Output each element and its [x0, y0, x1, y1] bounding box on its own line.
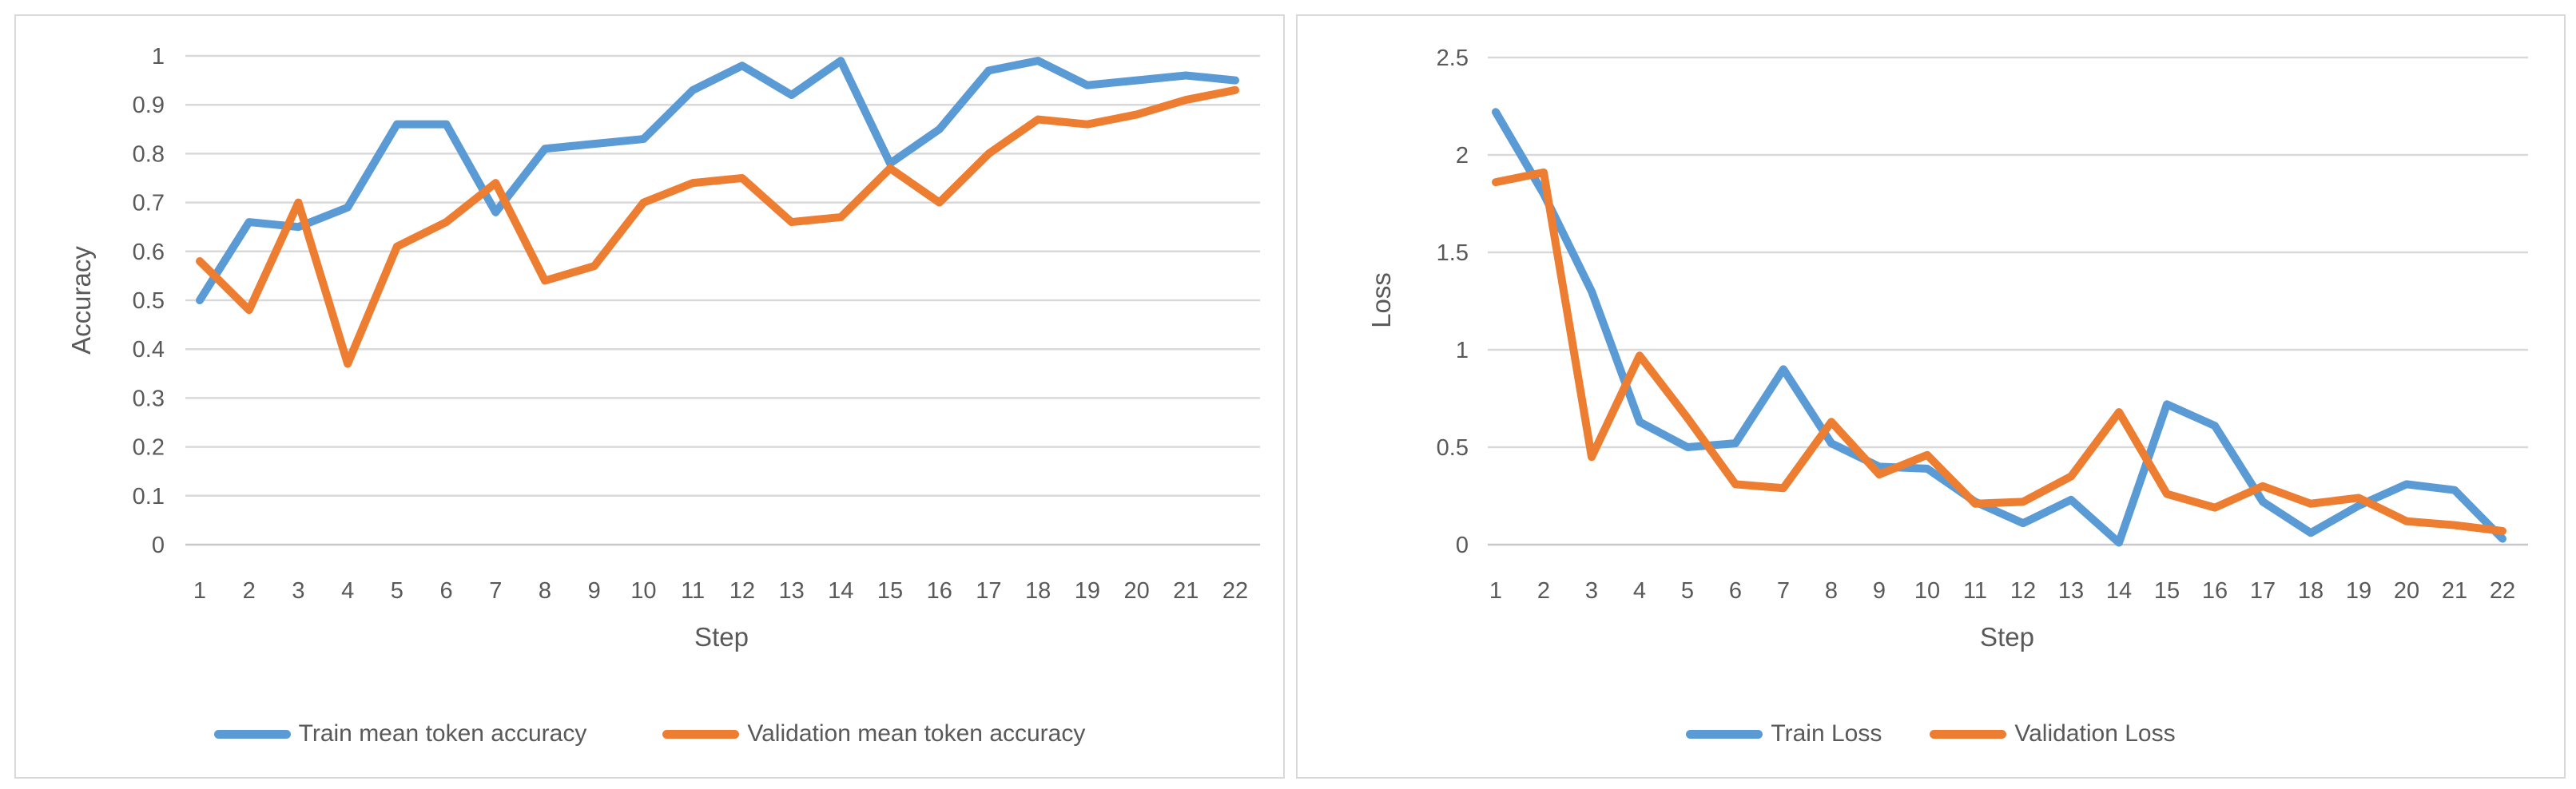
x-tick-label: 18	[1025, 578, 1051, 604]
x-tick-label: 20	[2394, 578, 2419, 604]
x-tick-label: 18	[2298, 578, 2324, 604]
x-tick-label: 20	[1123, 578, 1149, 604]
train-mean-token-accuracy-line	[196, 57, 1239, 304]
x-tick-label: 19	[2346, 578, 2371, 604]
y-tick-label: 0.3	[133, 386, 165, 411]
loss-plot-area: 00.511.522.51 2 3 4 5 6 7 8 9 10 11 12 13 14 15 16 17 18 1…	[1437, 46, 2528, 604]
x-tick-label: 10	[1914, 578, 1940, 604]
x-tick-label: 8	[1825, 578, 1838, 604]
train-loss-legend-label: Train Loss	[1771, 720, 1882, 747]
loss-chart-panel: 0 0.5 1 1.5 2 2.5 1 2 3 4 5 6 7 8 9 10 11 12 13 14 15 16 17 18 1…	[1296, 14, 2566, 779]
loss-y-axis-title: Loss	[1366, 272, 1396, 328]
x-tick-label: 5	[391, 578, 403, 604]
x-tick-label: 3	[292, 578, 304, 604]
x-tick-label: 13	[2058, 578, 2084, 604]
x-tick-label: 12	[2010, 578, 2036, 604]
y-tick-label: 0.2	[133, 435, 165, 461]
y-tick-label: 1.5	[1437, 240, 1469, 266]
x-tick-label: 15	[877, 578, 903, 604]
validation-mean-token-accuracy-line	[196, 85, 1239, 368]
x-tick-label: 22	[1222, 578, 1248, 604]
x-tick-label: 22	[2490, 578, 2515, 604]
validation-loss-line	[1492, 168, 2506, 535]
x-tick-label: 17	[976, 578, 1001, 604]
x-tick-label: 7	[489, 578, 502, 604]
accuracy-legend: Train mean token accuracy Validation mea…	[16, 720, 1283, 747]
x-tick-label: 16	[2202, 578, 2228, 604]
y-tick-label: 0.6	[133, 240, 165, 265]
x-tick-label: 8	[539, 578, 551, 604]
y-tick-label: 0.5	[1437, 435, 1469, 461]
accuracy-y-axis-title: Accuracy	[66, 246, 96, 355]
y-tick-label: 0.4	[133, 337, 165, 363]
train-loss-line	[1492, 108, 2506, 547]
x-tick-label: 7	[1777, 578, 1790, 604]
x-tick-label: 1	[193, 578, 206, 604]
x-tick-label: 9	[588, 578, 601, 604]
train-loss-legend-swatch	[1686, 729, 1763, 739]
legend-item-train-accuracy: Train mean token accuracy	[213, 720, 587, 747]
x-tick-label: 16	[927, 578, 952, 604]
legend-item-train-loss: Train Loss	[1686, 720, 1882, 747]
accuracy-plot-area: 00.10.20.30.40.50.60.70.80.911 2 3 4 5 6 7 8 9 10…	[133, 44, 1260, 604]
accuracy-chart-panel: 0 0.1 0.2 0.3 0.4 0.5 0.6 0.7 0.8 0.9 1 1 2 3 4 5 6 7 8 9 10…	[14, 14, 1285, 779]
y-tick-label: 1	[1456, 338, 1469, 363]
y-tick-label: 0	[1456, 533, 1469, 558]
loss-legend: Train Loss Validation Loss	[1298, 720, 2564, 747]
x-tick-label: 21	[1173, 578, 1199, 604]
x-tick-label: 11	[681, 578, 705, 604]
validation-accuracy-legend-swatch	[662, 729, 740, 739]
y-tick-label: 2	[1456, 143, 1469, 169]
y-tick-label: 0	[152, 533, 165, 558]
y-tick-label: 1	[152, 44, 165, 69]
loss-x-axis-title: Step	[1980, 622, 2034, 652]
x-tick-label: 10	[630, 578, 656, 604]
x-tick-label: 21	[2442, 578, 2467, 604]
validation-loss-legend-swatch	[1930, 729, 2007, 739]
x-tick-label: 3	[1585, 578, 1598, 604]
validation-loss-legend-label: Validation Loss	[2014, 720, 2176, 747]
x-tick-label: 2	[243, 578, 256, 604]
x-tick-label: 13	[778, 578, 804, 604]
x-tick-label: 2	[1537, 578, 1550, 604]
validation-accuracy-legend-label: Validation mean token accuracy	[747, 720, 1086, 747]
y-tick-label: 2.5	[1437, 46, 1469, 71]
x-tick-label: 5	[1681, 578, 1694, 604]
accuracy-x-axis-title: Step	[694, 622, 749, 652]
y-tick-label: 0.5	[133, 288, 165, 314]
x-tick-label: 1	[1489, 578, 1502, 604]
y-tick-label: 0.1	[133, 484, 165, 509]
legend-item-validation-accuracy: Validation mean token accuracy	[662, 720, 1085, 747]
x-tick-label: 11	[1963, 578, 1987, 604]
train-accuracy-legend-swatch	[213, 729, 291, 739]
legend-item-validation-loss: Validation Loss	[1930, 720, 2176, 747]
x-tick-label: 12	[729, 578, 755, 604]
train-accuracy-legend-label: Train mean token accuracy	[298, 720, 587, 747]
x-tick-label: 4	[1633, 578, 1646, 604]
x-tick-label: 4	[341, 578, 354, 604]
x-tick-label: 15	[2154, 578, 2180, 604]
x-tick-label: 17	[2250, 578, 2276, 604]
x-tick-label: 6	[440, 578, 453, 604]
x-tick-label: 14	[2106, 578, 2132, 604]
y-tick-label: 0.7	[133, 191, 165, 216]
x-tick-label: 14	[828, 578, 853, 604]
y-tick-label: 0.8	[133, 141, 165, 167]
x-tick-label: 9	[1873, 578, 1886, 604]
x-tick-label: 6	[1729, 578, 1742, 604]
y-tick-label: 0.9	[133, 93, 165, 118]
x-tick-label: 19	[1075, 578, 1100, 604]
